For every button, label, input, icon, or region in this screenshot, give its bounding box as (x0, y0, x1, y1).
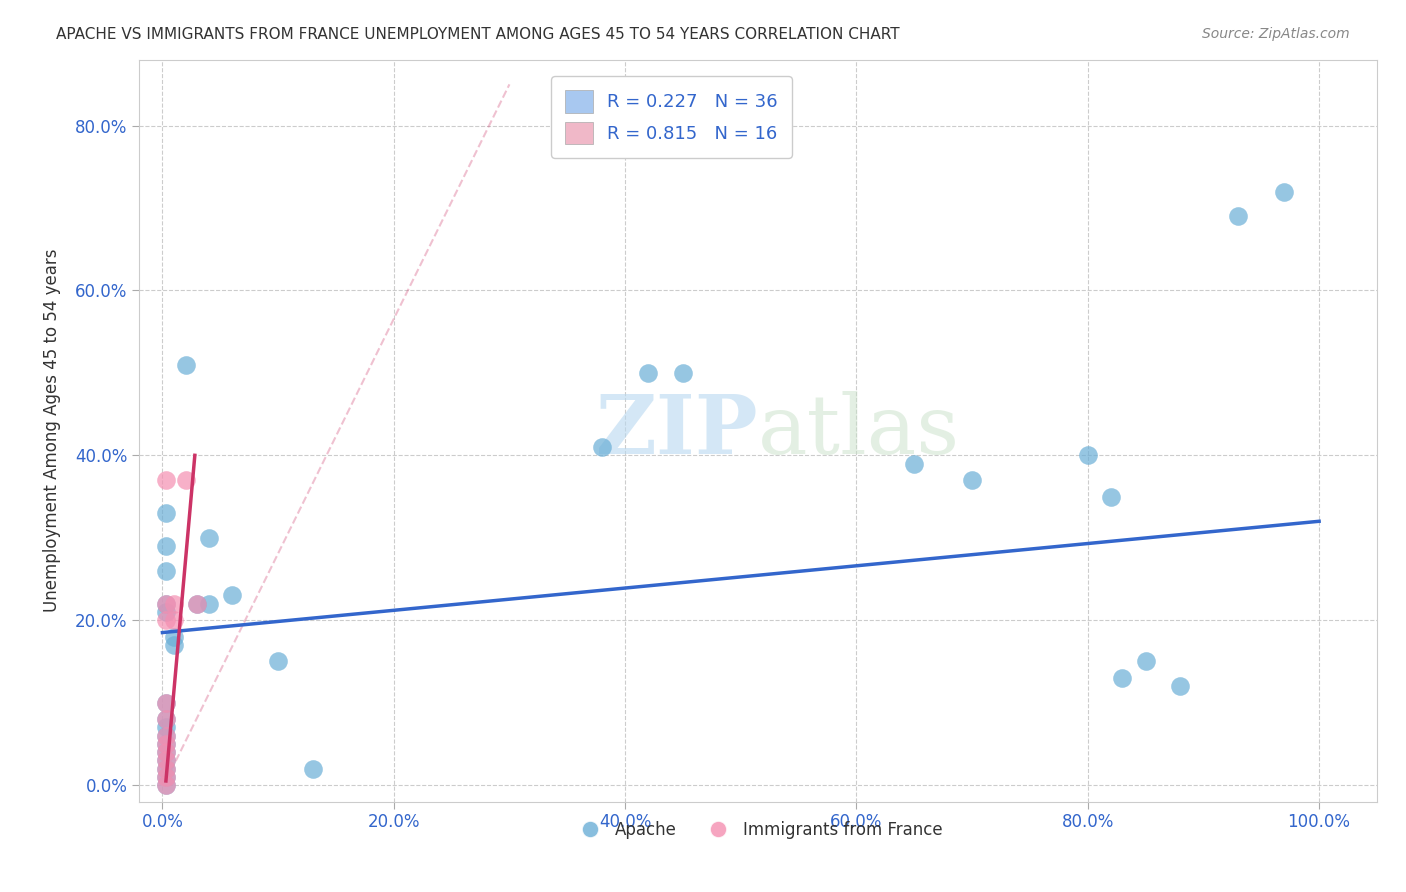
Point (155, 745, 177, 759)
Point (155, 564, 177, 578)
Point (1227, 209, 1250, 223)
Point (221, 589, 243, 603)
Text: APACHE VS IMMIGRANTS FROM FRANCE UNEMPLOYMENT AMONG AGES 45 TO 54 YEARS CORRELAT: APACHE VS IMMIGRANTS FROM FRANCE UNEMPLO… (56, 27, 900, 42)
Point (155, 712, 177, 726)
Legend: Apache, Immigrants from France: Apache, Immigrants from France (567, 814, 949, 846)
Point (155, 605, 177, 619)
Point (155, 753, 177, 767)
Point (155, 720, 177, 734)
Point (155, 597, 177, 611)
Text: atlas: atlas (758, 391, 960, 471)
Point (301, 762, 323, 776)
Point (197, 531, 219, 545)
Point (155, 729, 177, 743)
Point (591, 440, 613, 454)
Point (186, 597, 208, 611)
Point (155, 737, 177, 751)
Point (155, 696, 177, 710)
Point (155, 737, 177, 751)
Text: ZIP: ZIP (596, 391, 758, 471)
Point (1099, 490, 1122, 504)
Point (163, 597, 186, 611)
Point (174, 473, 197, 487)
Point (155, 770, 177, 784)
Point (155, 762, 177, 776)
Point (267, 655, 290, 669)
Point (155, 539, 177, 553)
Point (163, 613, 186, 627)
Point (672, 366, 695, 380)
Point (163, 630, 186, 644)
Point (155, 778, 177, 792)
Y-axis label: Unemployment Among Ages 45 to 54 years: Unemployment Among Ages 45 to 54 years (44, 249, 60, 612)
Point (155, 597, 177, 611)
Point (155, 778, 177, 792)
Point (1168, 679, 1191, 693)
Point (155, 473, 177, 487)
Point (1111, 671, 1133, 685)
Point (960, 473, 983, 487)
Point (637, 366, 659, 380)
Point (903, 457, 925, 471)
Point (155, 729, 177, 743)
Point (186, 597, 208, 611)
Point (155, 762, 177, 776)
Point (155, 696, 177, 710)
Point (155, 506, 177, 520)
Point (155, 613, 177, 627)
Point (163, 638, 186, 652)
Point (155, 753, 177, 767)
Text: Source: ZipAtlas.com: Source: ZipAtlas.com (1202, 27, 1350, 41)
Point (155, 770, 177, 784)
Point (155, 712, 177, 726)
Point (197, 597, 219, 611)
Point (1274, 185, 1296, 199)
Point (1077, 448, 1099, 462)
Point (174, 358, 197, 372)
Point (1135, 655, 1157, 669)
Point (155, 745, 177, 759)
